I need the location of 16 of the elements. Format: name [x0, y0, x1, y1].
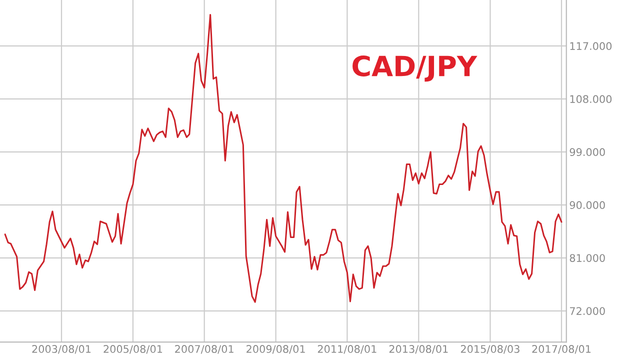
- x-tick-label: 2013/08/01: [389, 345, 448, 354]
- x-tick-label: 2003/08/01: [32, 345, 91, 354]
- x-tick-label: 2007/08/01: [175, 345, 234, 354]
- x-tick-label: 2011/08/01: [318, 345, 376, 354]
- x-tick-label: 2017/08/01: [532, 345, 591, 354]
- x-tick-label: 2005/08/01: [104, 345, 162, 354]
- y-tick-label: 99.000: [570, 148, 605, 156]
- text: CAD/JPY: [352, 55, 478, 82]
- y-tick-label: 81.000: [570, 254, 605, 262]
- x-tick-label: 2015/08/03: [460, 345, 520, 354]
- y-tick-label: 90.000: [570, 201, 605, 210]
- line-series: [4, 14, 562, 303]
- y-tick-label: 108.000: [570, 95, 612, 104]
- y-tick-label: 117.000: [570, 42, 612, 50]
- x-tick-label: 2009/08/01: [246, 345, 305, 354]
- y-tick-label: 72.000: [570, 307, 605, 315]
